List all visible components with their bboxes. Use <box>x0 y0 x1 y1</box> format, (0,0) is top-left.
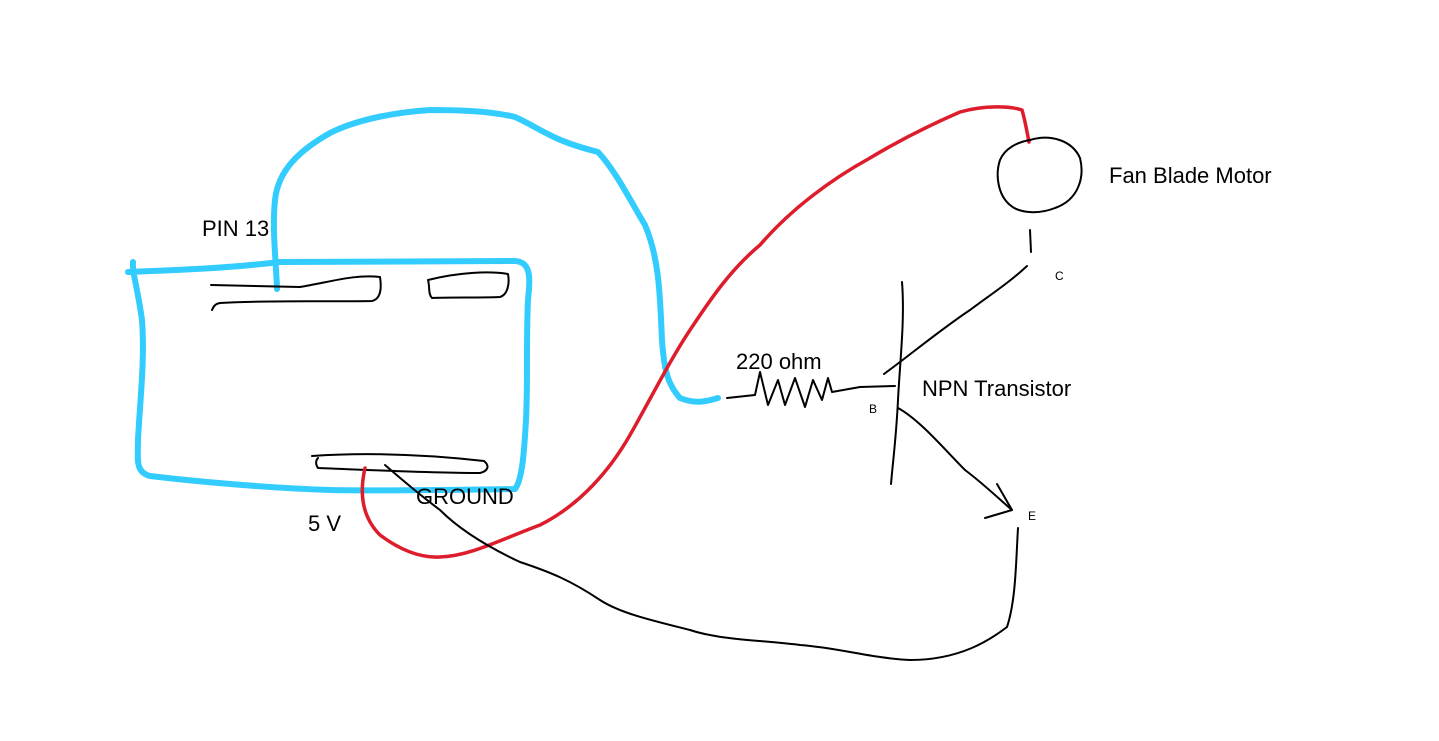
ground-wire <box>384 464 1019 661</box>
resistor-symbol <box>726 371 896 408</box>
transistor-emitter-line <box>897 407 1013 511</box>
transistor-label: NPN Transistor <box>922 376 1072 401</box>
power-5v-wire <box>360 105 1031 559</box>
collector-label: C <box>1055 269 1064 283</box>
header-strip-top-right <box>427 271 510 299</box>
base-label: B <box>869 402 878 416</box>
transistor-collector-line <box>883 265 1028 375</box>
emitter-label: E <box>1028 509 1037 523</box>
transistor-base-bar <box>890 281 904 485</box>
header-strip-bottom <box>311 453 489 474</box>
motor-label: Fan Blade Motor <box>1109 163 1272 188</box>
motor-collector-lead <box>1029 229 1032 253</box>
motor-symbol <box>996 136 1083 214</box>
resistor-label: 220 ohm <box>736 349 822 374</box>
pin13-signal-wire <box>270 107 721 405</box>
pin13-label: PIN 13 <box>202 216 270 241</box>
ground-label: GROUND <box>416 484 514 509</box>
board-outline <box>125 258 533 494</box>
five-volt-label: 5 V <box>308 511 342 536</box>
header-strip-top-left <box>210 275 382 311</box>
emitter-arrow <box>984 483 1013 519</box>
